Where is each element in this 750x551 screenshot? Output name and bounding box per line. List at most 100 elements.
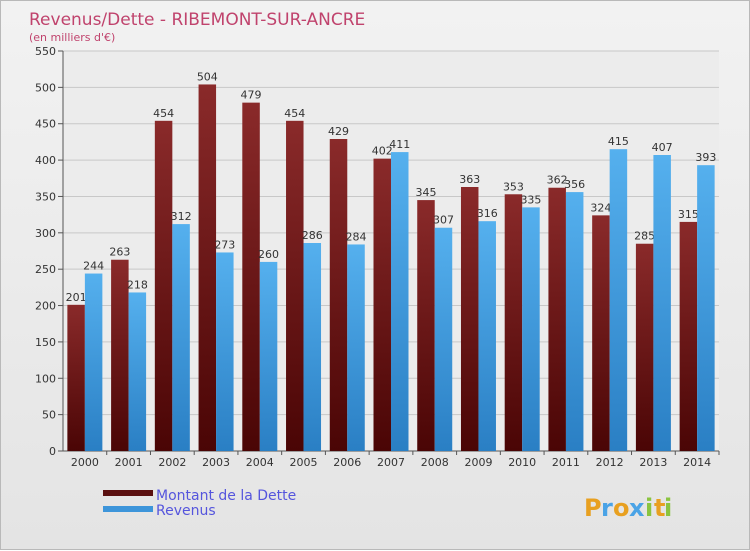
data-label: 454	[153, 107, 174, 120]
bar-revenus	[259, 261, 278, 451]
x-tick-label: 2002	[158, 456, 186, 469]
bar-dette	[592, 215, 610, 451]
bar-dette	[548, 187, 566, 451]
data-label: 504	[197, 70, 218, 83]
data-label: 260	[258, 248, 279, 261]
y-tick-label: 300	[35, 227, 56, 240]
bar-dette	[635, 243, 654, 451]
bar-dette	[417, 200, 435, 451]
chart-title: Revenus/Dette - RIBEMONT-SUR-ANCRE	[29, 10, 365, 30]
data-label: 244	[83, 260, 104, 273]
data-label: 402	[372, 145, 393, 158]
bar-revenus	[303, 243, 322, 451]
bar-revenus	[391, 152, 409, 451]
data-label: 312	[171, 210, 192, 223]
data-label: 479	[241, 89, 262, 102]
plot-area: 0 50 100 150 200 250 300 350 400 450 500 550 2000 201…	[35, 45, 720, 469]
bar-revenus	[216, 252, 234, 451]
data-label: 273	[214, 238, 235, 251]
data-label: 316	[477, 207, 498, 220]
data-label: 407	[652, 141, 673, 154]
bar-dette	[242, 102, 260, 452]
x-tick-label: 2010	[508, 456, 536, 469]
legend: Montant de la Dette Revenus	[103, 488, 296, 519]
bar-revenus	[609, 149, 628, 451]
y-tick-label: 350	[35, 190, 56, 203]
bar-revenus	[434, 227, 453, 451]
y-tick-label: 50	[42, 409, 56, 422]
bar-dette	[679, 221, 698, 451]
x-tick-label: 2005	[290, 456, 318, 469]
x-tick-label: 2006	[333, 456, 361, 469]
y-tick-label: 100	[35, 372, 56, 385]
logo-letter: t	[654, 494, 665, 522]
bar-dette	[460, 187, 479, 451]
data-label: 284	[346, 230, 367, 243]
bar-dette	[373, 158, 391, 452]
y-tick-label: 250	[35, 263, 56, 276]
x-tick-label: 2009	[464, 456, 492, 469]
logo-letter: o	[613, 494, 630, 522]
bar-dette	[286, 120, 304, 452]
bar-revenus	[565, 192, 584, 451]
y-tick-label: 150	[35, 336, 56, 349]
logo-letter: i	[645, 494, 653, 522]
bar-revenus	[172, 224, 190, 451]
data-label: 307	[433, 214, 454, 227]
data-label: 345	[415, 186, 436, 199]
y-tick-label: 550	[35, 45, 56, 58]
legend-swatch-dette	[103, 490, 153, 496]
data-label: 286	[302, 229, 323, 242]
x-tick-label: 2000	[71, 456, 99, 469]
x-tick-label: 2014	[683, 456, 711, 469]
data-label: 362	[547, 174, 568, 187]
y-tick-label: 200	[35, 300, 56, 313]
x-tick-label: 2013	[639, 456, 667, 469]
x-tick-label: 2011	[552, 456, 580, 469]
x-tick-label: 2012	[596, 456, 624, 469]
x-tick-label: 2001	[115, 456, 143, 469]
bar-revenus	[128, 292, 147, 451]
bar-revenus	[653, 155, 671, 451]
bar-dette	[67, 304, 85, 451]
bar-revenus	[522, 207, 540, 451]
bar-revenus	[478, 221, 496, 451]
logo-letter: x	[629, 494, 645, 522]
bar-revenus	[84, 273, 103, 451]
logo-letter: i	[664, 494, 672, 522]
x-tick-label: 2007	[377, 456, 405, 469]
data-label: 415	[608, 135, 629, 148]
data-label: 335	[520, 193, 541, 206]
data-label: 315	[678, 208, 699, 221]
x-tick-label: 2004	[246, 456, 274, 469]
y-tick-label: 450	[35, 118, 56, 131]
legend-label-revenus: Revenus	[156, 503, 216, 519]
data-label: 363	[459, 173, 480, 186]
y-tick-label: 500	[35, 81, 56, 94]
data-label: 285	[634, 230, 655, 243]
bar-dette	[329, 139, 348, 451]
x-tick-label: 2008	[421, 456, 449, 469]
logo-letter: P	[584, 494, 602, 522]
data-label: 263	[109, 246, 130, 259]
legend-label-dette: Montant de la Dette	[156, 488, 296, 504]
data-label: 429	[328, 125, 349, 138]
x-tick-label: 2003	[202, 456, 230, 469]
data-label: 393	[695, 151, 716, 164]
bar-revenus	[347, 244, 365, 451]
y-tick-label: 0	[49, 445, 56, 458]
data-label: 454	[284, 107, 305, 120]
chart-subtitle: (en milliers d'€)	[29, 31, 115, 44]
legend-swatch-revenus	[103, 506, 153, 512]
data-label: 201	[66, 291, 87, 304]
logo-letter: r	[601, 494, 613, 522]
y-tick-label: 400	[35, 154, 56, 167]
data-label: 353	[503, 180, 524, 193]
bar-dette	[154, 120, 173, 452]
data-label: 324	[590, 201, 611, 214]
bar-revenus	[697, 165, 715, 451]
bar-dette	[504, 194, 523, 452]
